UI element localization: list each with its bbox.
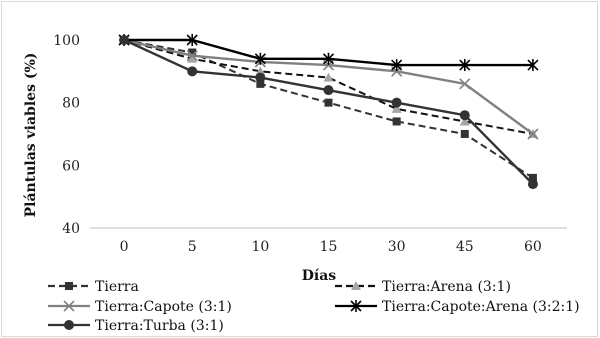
data-point: [186, 34, 198, 46]
legend-item: Tierra:Turba (3:1): [48, 318, 224, 334]
legend-swatch-marker: [65, 282, 73, 290]
axes: 0 5 10 15 30 45 60 40 60 80 100: [53, 33, 567, 255]
data-point: [187, 53, 198, 63]
legend-swatch-marker: [64, 320, 74, 330]
data-point: [255, 66, 266, 76]
data-point: [527, 179, 538, 190]
series-5: [119, 35, 538, 190]
series-layer: [118, 34, 539, 190]
legend-item: Tierra:Capote (3:1): [48, 299, 232, 315]
data-point: [527, 128, 539, 140]
data-point: [255, 72, 266, 83]
data-point: [186, 50, 198, 62]
x-tick-label: 15: [320, 239, 338, 255]
legend-label: Tierra: [95, 279, 139, 295]
legend-swatch-marker: [350, 300, 362, 312]
y-axis-label: Plántulas viables (%): [23, 53, 39, 218]
data-point: [527, 59, 539, 72]
data-point: [324, 98, 333, 107]
data-point: [459, 110, 470, 121]
legend-item: Tierra:Arena (3:1): [335, 279, 511, 295]
data-point: [323, 72, 334, 82]
legend-label: Tierra:Capote:Arena (3:2:1): [382, 299, 580, 315]
data-point: [392, 117, 401, 126]
data-point: [528, 173, 537, 182]
legend: Tierra Tierra:Arena (3:1) Tierra:Capote (3…: [48, 279, 580, 334]
data-point: [391, 103, 402, 113]
x-marker-stroke: [527, 128, 539, 140]
x-marker-stroke: [459, 78, 471, 90]
data-point: [187, 66, 198, 77]
data-point: [254, 52, 266, 65]
x-tick-label: 30: [388, 239, 406, 255]
legend-label: Tierra:Capote (3:1): [95, 299, 232, 315]
data-point: [188, 48, 197, 57]
x-marker-stroke: [63, 300, 75, 312]
legend-label: Tierra:Arena (3:1): [382, 279, 511, 295]
x-tick-label: 5: [188, 239, 197, 255]
x-tick-label: 0: [120, 239, 129, 255]
y-tick-label: 40: [62, 221, 80, 237]
x-tick-label: 45: [456, 239, 474, 255]
data-point: [459, 59, 471, 72]
y-tick-label: 100: [53, 33, 80, 49]
data-point: [323, 85, 334, 96]
data-point: [459, 116, 470, 126]
data-point: [256, 79, 265, 88]
x-tick-label: 60: [524, 239, 542, 255]
legend-label: Tierra:Turba (3:1): [95, 318, 224, 334]
data-point: [322, 52, 335, 65]
x-axis-label: Días: [302, 268, 337, 284]
series-4: [118, 34, 539, 72]
data-point: [119, 35, 130, 45]
data-point: [391, 59, 403, 72]
data-point: [391, 97, 402, 108]
legend-swatch-marker: [63, 300, 75, 312]
x-marker-stroke: [186, 50, 198, 62]
data-point: [459, 78, 471, 90]
data-point: [460, 130, 469, 138]
legend-swatch-marker: [351, 281, 361, 290]
y-tick-label: 80: [62, 96, 80, 112]
legend-item: Tierra:Capote:Arena (3:2:1): [335, 299, 580, 315]
x-tick-label: 10: [251, 239, 269, 255]
legend-item: Tierra: [48, 279, 139, 295]
y-tick-label: 60: [62, 158, 80, 174]
